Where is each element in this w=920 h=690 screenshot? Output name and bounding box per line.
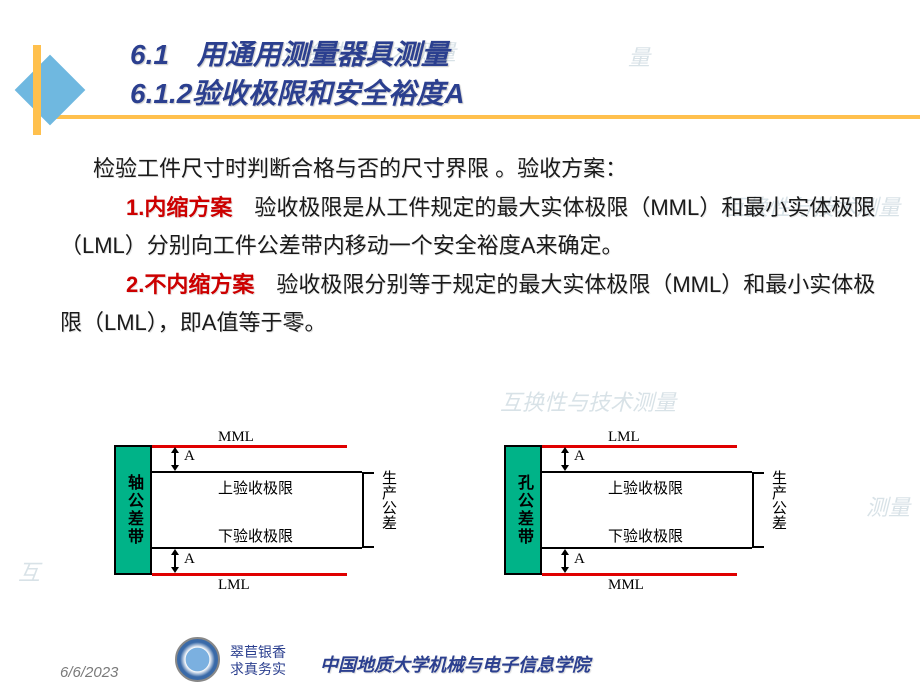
corner-decoration xyxy=(15,55,95,135)
bot-outer-label: MML xyxy=(608,577,644,594)
motto-line1: 翠苣银香 xyxy=(230,646,286,663)
top-outer-label: LML xyxy=(608,429,640,446)
A-top-label: A xyxy=(184,448,195,465)
upper-accept-line xyxy=(542,471,752,473)
heading-line1: 6.1 用通用测量器具测量 xyxy=(130,35,465,74)
A-top-label: A xyxy=(574,448,585,465)
A-top-arrow xyxy=(560,447,570,471)
tolerance-band-hole: 孔公差带 xyxy=(504,445,542,575)
prod-tol-label: 生产公差 xyxy=(378,470,399,530)
item1-label: 1.内缩方案 xyxy=(126,195,232,220)
A-bot-label: A xyxy=(184,551,195,568)
footer-motto: 翠苣银香 求真务实 xyxy=(230,646,286,680)
prod-tol-bracket xyxy=(362,472,374,548)
diagrams-row: 轴公差带 A A MML 上验收极限 下验收极限 LML 生产公差 孔公差带 A… xyxy=(110,415,810,605)
footer-date: 6/6/2023 xyxy=(60,664,118,681)
bot-inner-label: 下验收极限 xyxy=(608,525,683,546)
motto-line2: 求真务实 xyxy=(230,663,286,680)
tolerance-band-shaft: 轴公差带 xyxy=(114,445,152,575)
bot-inner-label: 下验收极限 xyxy=(218,525,293,546)
deco-vbar xyxy=(33,45,41,135)
diagram-hole: 孔公差带 A A LML 上验收极限 下验收极限 MML 生产公差 xyxy=(500,415,810,605)
watermark: 互换性与技术测量 xyxy=(500,385,676,417)
footer-org: 中国地质大学机械与电子信息学院 xyxy=(320,651,590,677)
mml-line xyxy=(542,573,737,576)
top-outer-label: MML xyxy=(218,429,254,446)
band-label: 孔公差带 xyxy=(511,474,535,546)
top-inner-label: 上验收极限 xyxy=(608,477,683,498)
A-bot-label: A xyxy=(574,551,585,568)
intro-text: 检验工件尺寸时判断合格与否的尺寸界限 。验收方案： xyxy=(60,150,880,189)
watermark: 量 xyxy=(628,40,650,72)
item2-label: 2.不内缩方案 xyxy=(126,272,254,297)
slide-heading: 6.1 用通用测量器具测量 6.1.2验收极限和安全裕度A xyxy=(130,35,465,113)
item2: 2.不内缩方案 验收极限分别等于规定的最大实体极限（MML）和最小实体极限（LM… xyxy=(60,266,880,343)
prod-tol-bracket xyxy=(752,472,764,548)
prod-tol-label: 生产公差 xyxy=(768,470,789,530)
deco-hbar xyxy=(45,115,920,119)
lower-accept-line xyxy=(152,547,362,549)
A-top-arrow xyxy=(170,447,180,471)
diagram-shaft: 轴公差带 A A MML 上验收极限 下验收极限 LML 生产公差 xyxy=(110,415,420,605)
A-bot-arrow xyxy=(170,549,180,573)
heading-line2: 6.1.2验收极限和安全裕度A xyxy=(130,74,465,113)
lml-line xyxy=(152,573,347,576)
lower-accept-line xyxy=(542,547,752,549)
watermark: 互 xyxy=(18,555,40,587)
item1: 1.内缩方案 验收极限是从工件规定的最大实体极限（MML）和最小实体极限（LML… xyxy=(60,189,880,266)
bot-outer-label: LML xyxy=(218,577,250,594)
top-inner-label: 上验收极限 xyxy=(218,477,293,498)
A-bot-arrow xyxy=(560,549,570,573)
university-logo-icon xyxy=(175,637,220,682)
upper-accept-line xyxy=(152,471,362,473)
band-label: 轴公差带 xyxy=(121,474,145,546)
watermark: 测量 xyxy=(866,490,910,522)
slide-body: 检验工件尺寸时判断合格与否的尺寸界限 。验收方案： 1.内缩方案 验收极限是从工… xyxy=(60,150,880,343)
